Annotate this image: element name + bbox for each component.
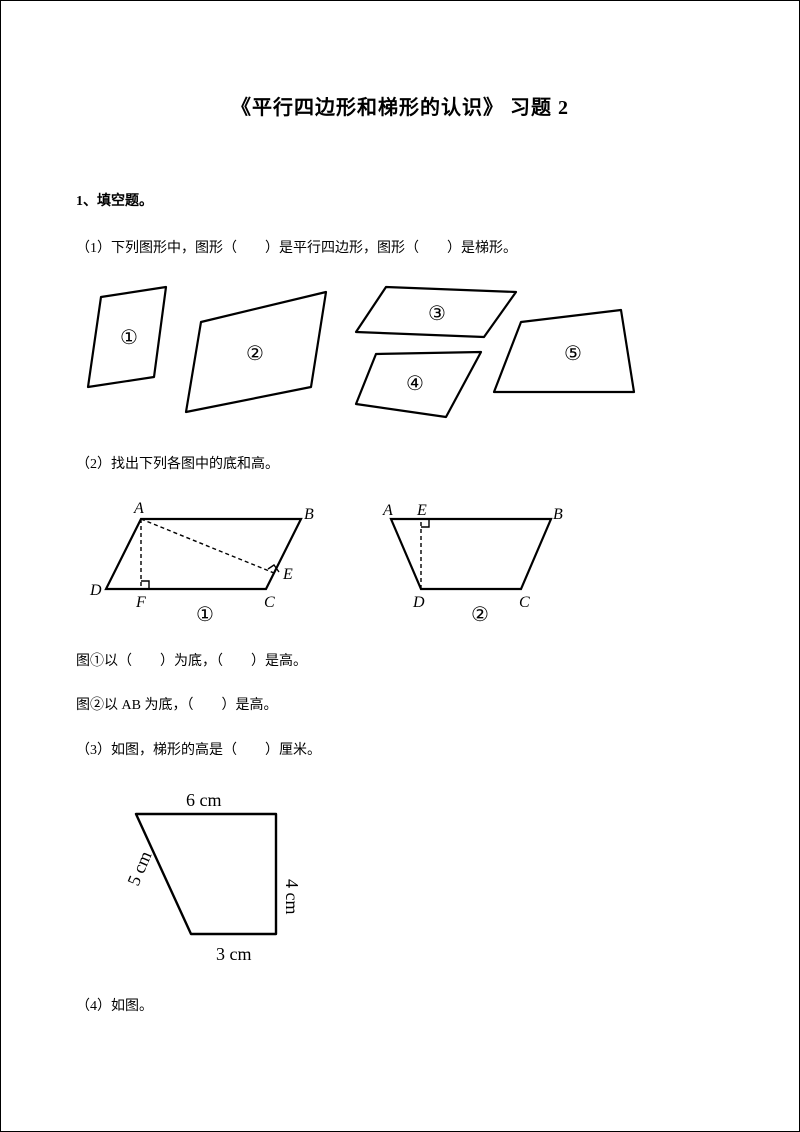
worksheet-page: 《平行四边形和梯形的认识》 习题 2 1、填空题。 （1）下列图形中，图形（ ）…: [0, 0, 800, 1132]
label-E2: E: [416, 502, 427, 519]
fig2-shape-1-num: ①: [196, 604, 214, 626]
page-title: 《平行四边形和梯形的认识》 习题 2: [76, 91, 724, 120]
question-2b: 图②以 AB 为底，（ ）是高。: [76, 695, 724, 717]
question-3: （3）如图，梯形的高是（ ）厘米。: [76, 740, 724, 762]
label-C: C: [264, 594, 275, 611]
fig2-line-ae: [141, 519, 274, 573]
figure-3-svg: 6 cm 3 cm 4 cm 5 cm: [76, 784, 336, 974]
label-C2: C: [519, 594, 530, 611]
section-1-head: 1、填空题。: [76, 190, 724, 210]
right-angle-icon: [141, 581, 149, 589]
fig2-shape-2-num: ②: [471, 604, 489, 626]
figure-2: A B C D E F ① A E B C: [76, 499, 724, 629]
label-D2: D: [412, 594, 425, 611]
label-E: E: [282, 566, 293, 583]
figure-2-svg: A B C D E F ① A E B C: [76, 499, 596, 629]
fig3-top-label: 6 cm: [186, 790, 222, 810]
shape-1-label: ①: [120, 327, 138, 349]
fig2-shape-1: [106, 519, 301, 589]
label-F: F: [135, 594, 146, 611]
label-B: B: [304, 506, 314, 523]
question-2a: 图①以（ ）为底，（ ）是高。: [76, 651, 724, 673]
fig3-right-label: 4 cm: [282, 879, 302, 915]
label-B2: B: [553, 506, 563, 523]
right-angle-icon: [421, 519, 429, 527]
question-1: （1）下列图形中，图形（ ）是平行四边形，图形（ ）是梯形。: [76, 238, 724, 260]
fig3-trapezoid: [136, 814, 276, 934]
shape-5-label: ⑤: [564, 343, 582, 365]
label-D: D: [89, 582, 102, 599]
figure-1-svg: ① ② ③ ④ ⑤: [76, 282, 636, 432]
label-A2: A: [382, 502, 393, 519]
figure-1: ① ② ③ ④ ⑤: [76, 282, 724, 432]
shape-3-label: ③: [428, 303, 446, 325]
shape-4-label: ④: [406, 373, 424, 395]
question-2: （2）找出下列各图中的底和高。: [76, 454, 724, 476]
fig3-bottom-label: 3 cm: [216, 944, 252, 964]
label-A: A: [133, 500, 144, 517]
shape-2-label: ②: [246, 343, 264, 365]
figure-3: 6 cm 3 cm 4 cm 5 cm: [76, 784, 724, 974]
fig2-shape-2: [391, 519, 551, 589]
question-4: （4）如图。: [76, 996, 724, 1018]
fig3-left-label: 5 cm: [123, 848, 155, 888]
